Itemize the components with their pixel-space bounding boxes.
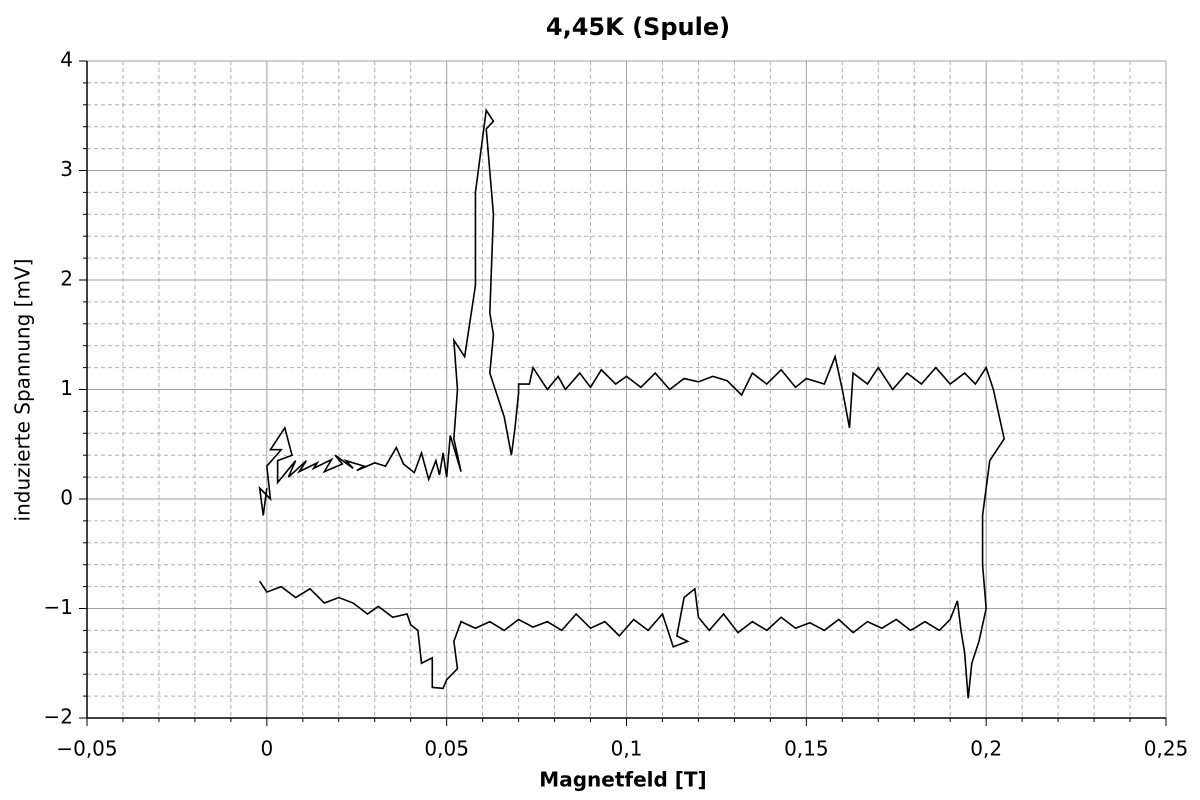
x-tick-label: 0,1 [611, 737, 643, 761]
y-tick-label: −1 [44, 595, 73, 619]
chart-title: 4,45K (Spule) [546, 13, 730, 41]
y-tick-label: 3 [60, 157, 73, 181]
x-axis-label: Magnetfeld [T] [539, 768, 706, 792]
y-axis-label: induzierte Spannung [mV] [11, 259, 35, 522]
y-tick-label: 0 [60, 486, 73, 510]
data-line [258, 108, 1006, 699]
y-tick-label: −2 [44, 705, 73, 729]
x-tick-label: −0,05 [56, 737, 117, 761]
x-tick-label: 0,15 [784, 737, 829, 761]
x-tick-label: 0 [260, 737, 273, 761]
x-tick-label: 0,25 [1144, 737, 1189, 761]
y-tick-label: 1 [60, 376, 73, 400]
y-tick-label: 2 [60, 267, 73, 291]
x-tick-label: 0,2 [970, 737, 1002, 761]
x-tick-label: 0,05 [424, 737, 469, 761]
y-tick-label: 4 [60, 48, 73, 72]
